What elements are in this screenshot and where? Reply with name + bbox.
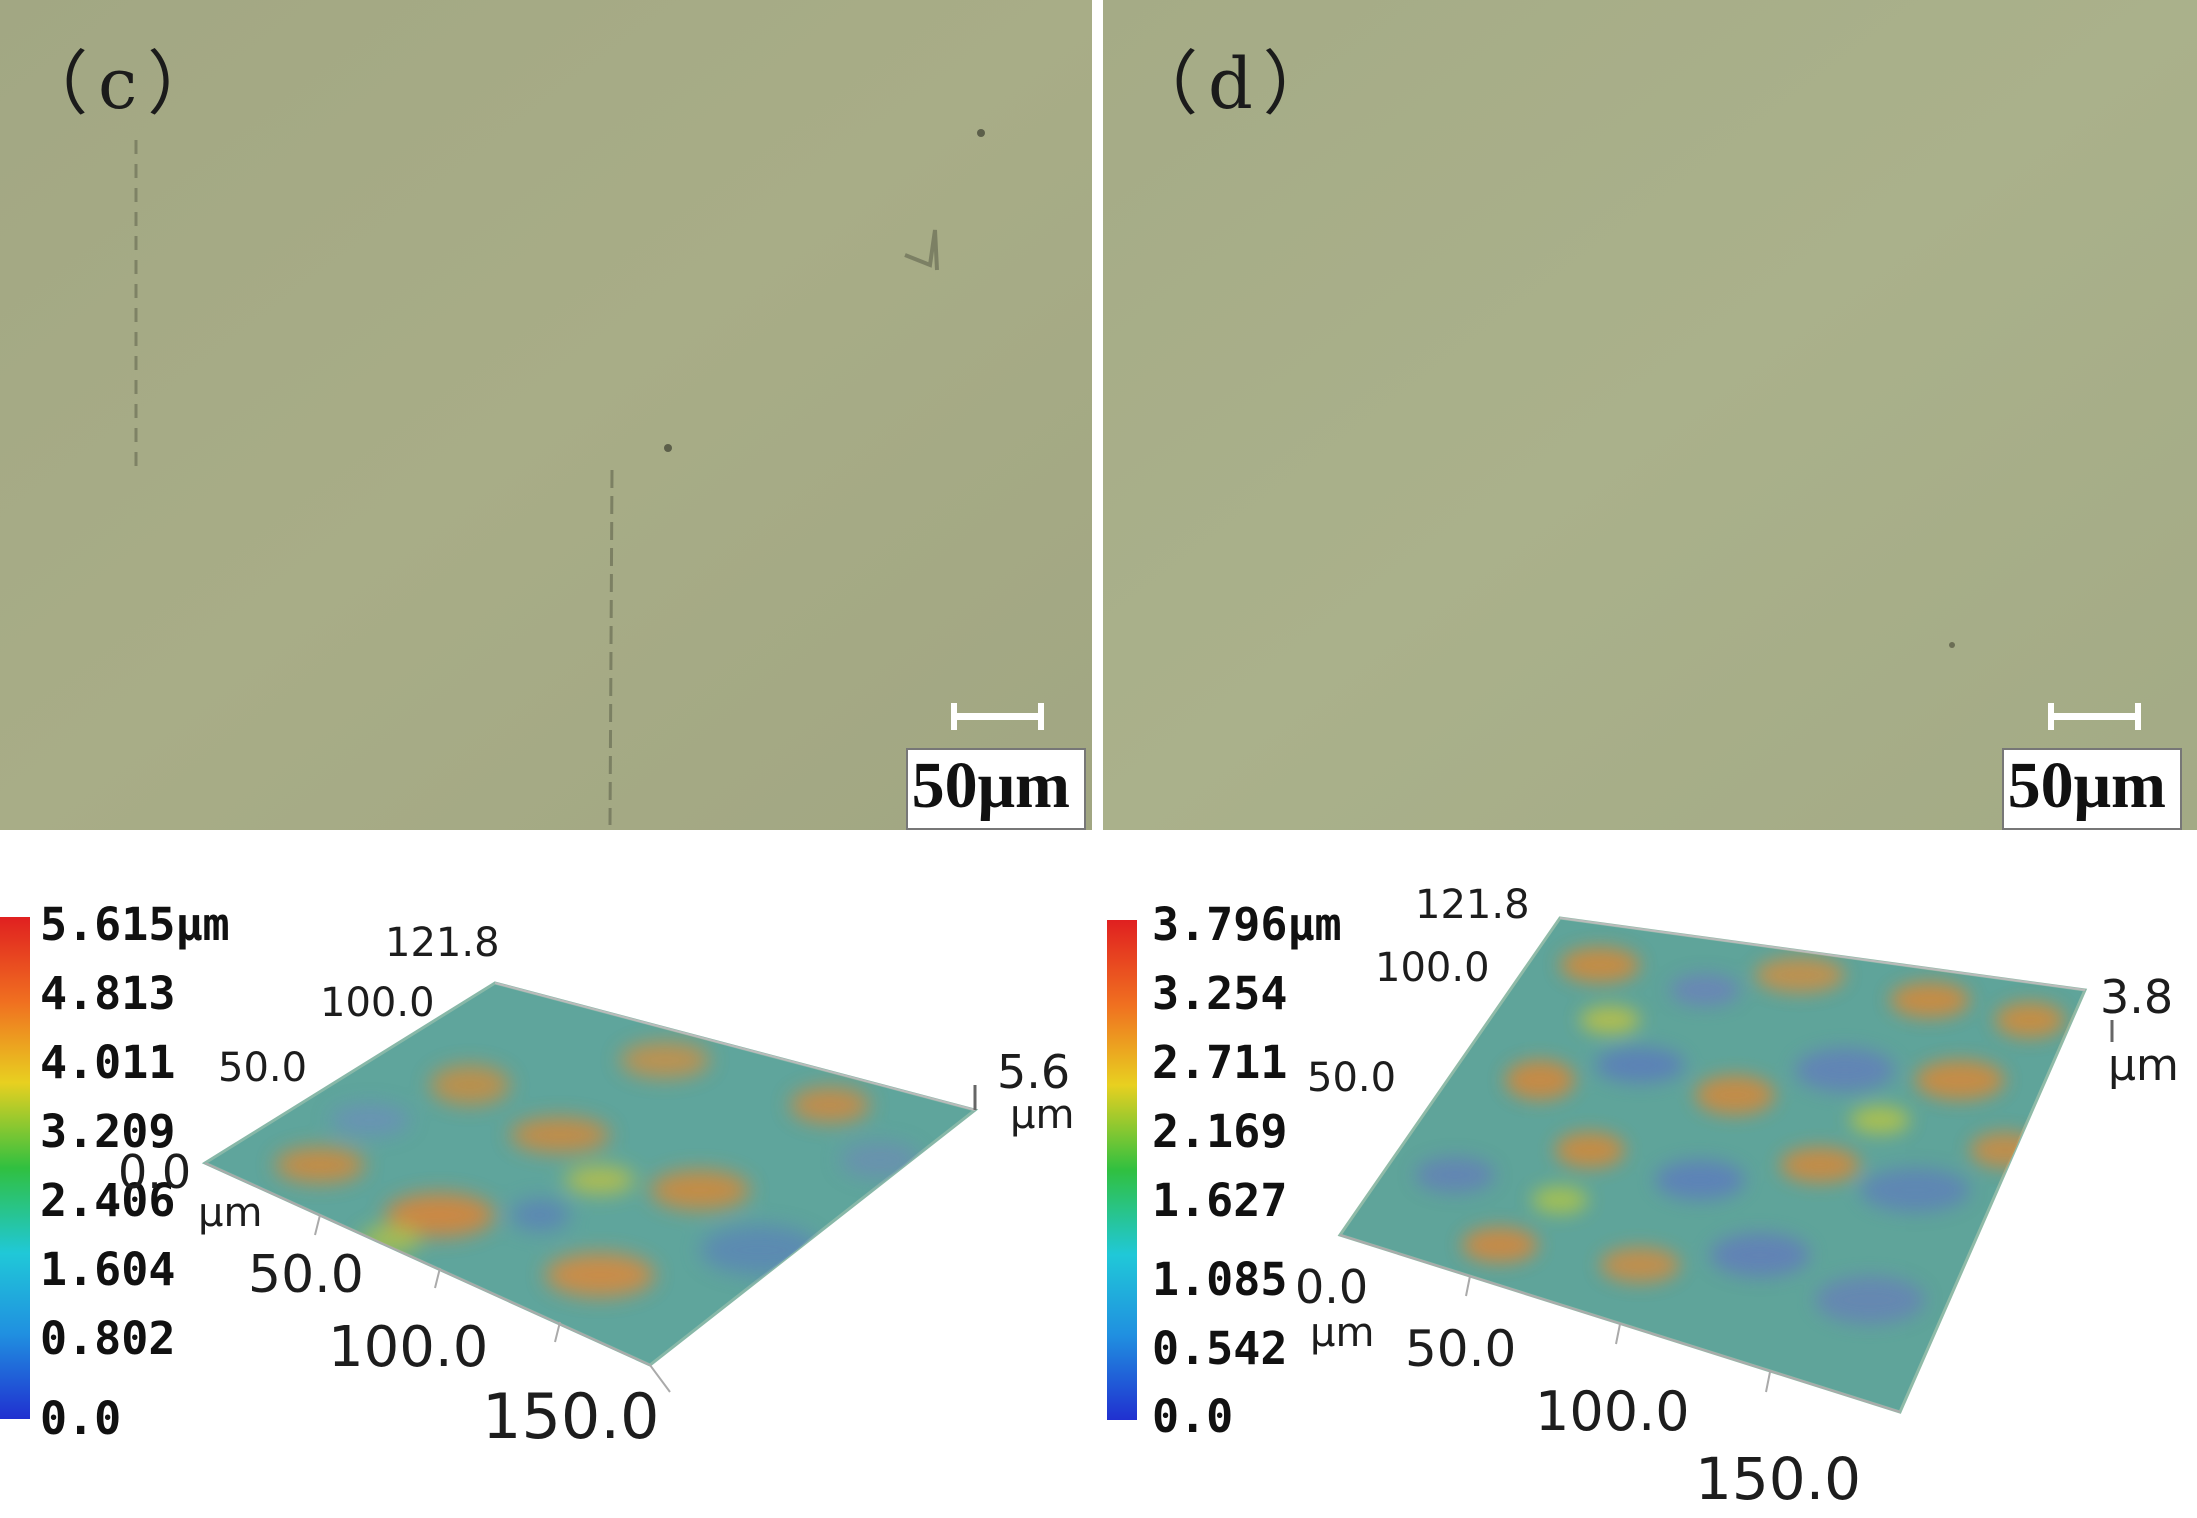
axis-c-x-150: 150.0 [482,1380,660,1453]
colorbar-d-tick-5: 1.085 [1152,1253,1288,1306]
scale-label-box-c: 50μm [906,748,1086,830]
axis-c-unit: μm [198,1190,263,1236]
colorbar-c-tick-2: 4.011 [40,1036,176,1089]
colorbar-d-tick-7: 0.0 [1152,1390,1234,1443]
axis-d-y-max: 121.8 [1415,882,1530,928]
colorbar-c-tick-0: 5.615μm [40,898,230,951]
colorbar-c-tick-5: 1.604 [40,1243,176,1296]
micrograph-c: （c） 50μm [0,0,1092,830]
axis-c-y-50: 50.0 [218,1045,308,1091]
micrograph-d: （d） 50μm [1103,0,2197,830]
axis-d-x-50: 50.0 [1405,1320,1517,1378]
scale-label-c: 50μm [911,749,1070,822]
axis-c-y-100: 100.0 [320,980,435,1026]
axis-d-y-50: 50.0 [1307,1055,1397,1101]
axis-c-x-50: 50.0 [248,1245,364,1305]
colorbar-c-tick-7: 0.0 [40,1392,122,1445]
axis-d-y-100: 100.0 [1375,945,1490,991]
axis-d-x-100: 100.0 [1535,1380,1690,1443]
colorbar-d-tick-1: 3.254 [1152,967,1288,1020]
colorbar-d-tick-2: 2.711 [1152,1036,1288,1089]
colorbar-c-tick-6: 0.802 [40,1312,176,1365]
axis-d-x-150: 150.0 [1695,1445,1862,1513]
axis-c-z-max: 5.6 [997,1045,1071,1099]
colorbar-c-tick-1: 4.813 [40,967,176,1020]
axis-c-z-unit: μm [1010,1092,1075,1138]
axis-d-origin: 0.0 [1295,1260,1369,1314]
panel-label-d: （d） [1128,43,1343,125]
colorbar-c [0,917,30,1419]
axis-d-z-max: 3.8 [2100,970,2174,1024]
colorbar-c-tick-4: 2.406 [40,1174,176,1227]
scale-label-box-d: 50μm [2002,748,2182,830]
axis-c-y-max: 121.8 [385,920,500,966]
micrograph-c-image [0,0,1092,830]
colorbar-c-tick-3: 3.209 [40,1105,176,1158]
axis-c-x-100: 100.0 [328,1315,489,1380]
colorbar-d-tick-3: 2.169 [1152,1105,1288,1158]
colorbar-d-tick-4: 1.627 [1152,1174,1288,1227]
scale-label-d: 50μm [2007,749,2166,822]
colorbar-d-tick-6: 0.542 [1152,1322,1288,1375]
scale-bar-d [2048,703,2141,730]
scale-bar-c [951,703,1044,730]
micrograph-d-image [1103,0,2197,830]
axis-c-origin: 0.0 [118,1145,192,1199]
colorbar-d-tick-0: 3.796μm [1152,898,1342,951]
axis-d-z-unit: μm [2108,1040,2179,1091]
panel-label-c: （c） [18,43,228,125]
surface-c-plot [0,917,979,1419]
axis-d-unit: μm [1310,1310,1375,1356]
colorbar-d [1107,920,1137,1420]
